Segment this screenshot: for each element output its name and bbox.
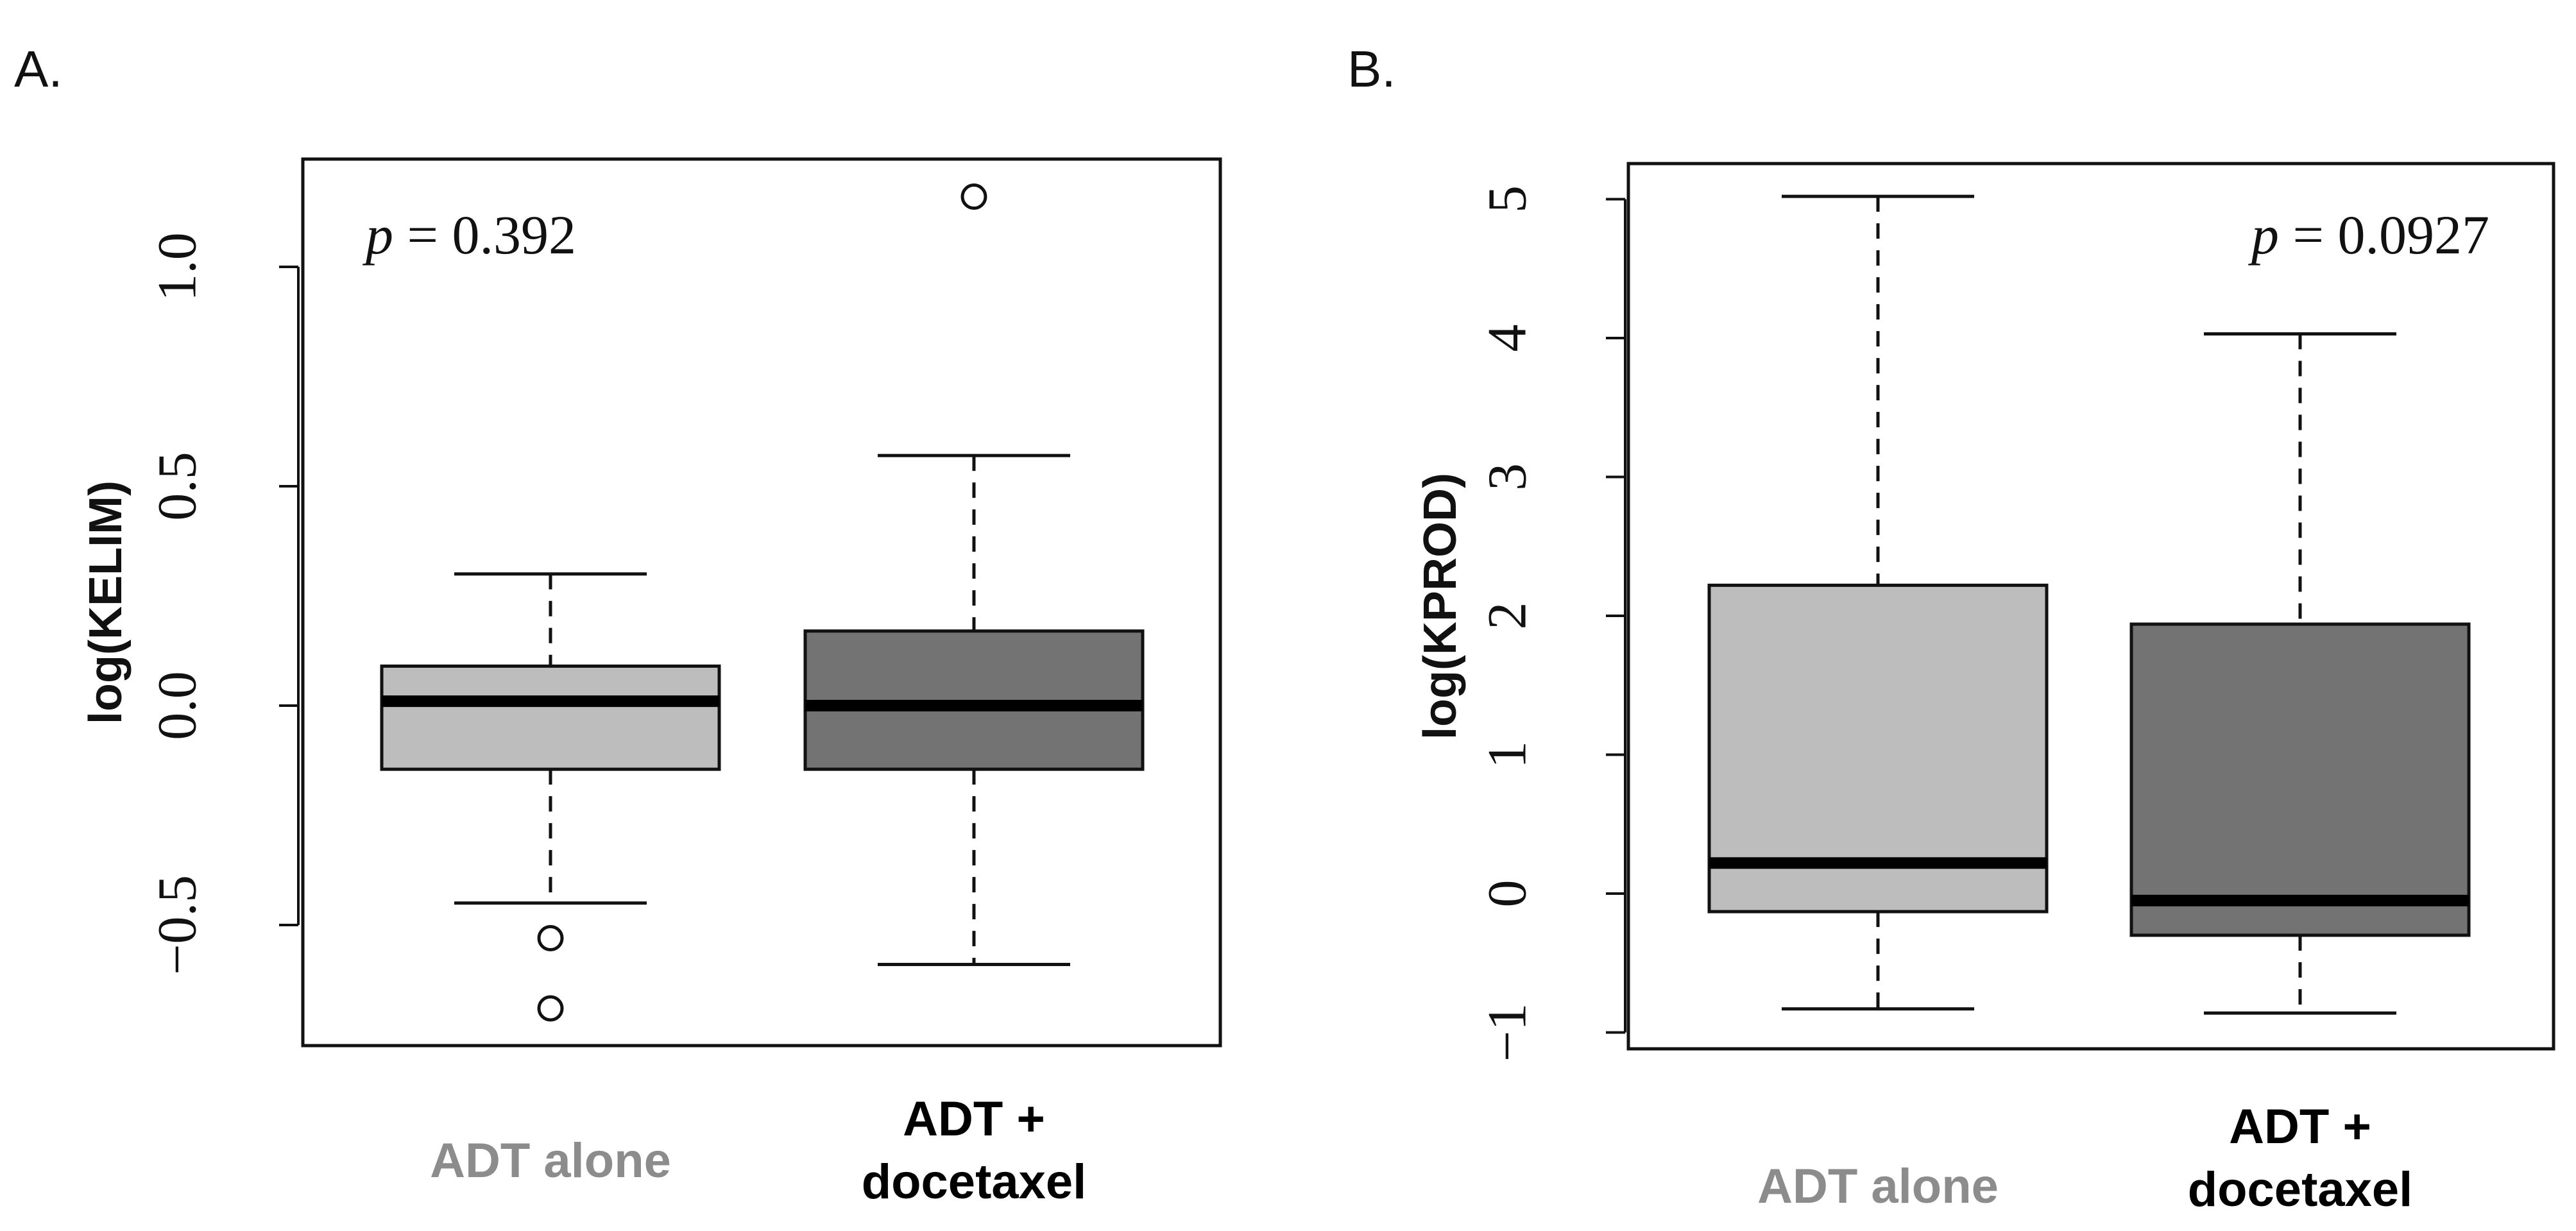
plot-frame <box>1626 162 2555 1051</box>
y-axis-label: log(KELIM) <box>80 480 132 724</box>
y-tick-label: −0.5 <box>146 875 208 975</box>
y-tick-label: 0.5 <box>146 452 208 521</box>
box-iqr <box>2129 622 2471 937</box>
p-symbol: p <box>2248 204 2293 266</box>
category-label-line1: ADT + <box>2229 1099 2371 1154</box>
y-tick-label: 0.0 <box>146 671 208 740</box>
box-adt-docetaxel <box>2129 332 2471 1015</box>
p-symbol: p <box>362 204 407 266</box>
y-tick-label: 1 <box>1476 741 1538 768</box>
box-adt-docetaxel <box>803 183 1145 967</box>
outlier-point <box>537 995 564 1022</box>
y-tick-label: 5 <box>1476 185 1538 213</box>
panel-b: B. −1 0 1 2 3 4 5 log(KPROD) p = 0.0927 ADT alone A… <box>1347 40 2555 1217</box>
p-value-annotation: p = 0.392 <box>362 204 576 266</box>
p-value: = 0.392 <box>407 204 577 266</box>
plot-frame <box>301 157 1222 1048</box>
p-value-annotation: p = 0.0927 <box>2248 204 2489 266</box>
y-axis-label: log(KPROD) <box>1415 473 1466 740</box>
p-value: = 0.0927 <box>2292 204 2489 266</box>
box-adt-alone <box>380 572 721 1022</box>
category-label-line2: docetaxel <box>862 1155 1087 1209</box>
y-tick-label: 1.0 <box>146 232 208 301</box>
panel-a: A. −0.5 0.0 0.5 1.0 log(KELIM) p = 0.392 ADT al… <box>14 40 1222 1209</box>
category-label: ADT alone <box>1757 1159 1999 1214</box>
outlier-point <box>537 925 564 952</box>
box-adt-alone <box>1707 194 2049 1011</box>
panel-letter: A. <box>14 40 63 98</box>
box-iqr <box>1707 583 2049 913</box>
category-label-line1: ADT + <box>903 1092 1045 1146</box>
category-label: ADT alone <box>430 1133 671 1188</box>
category-label-line2: docetaxel <box>2188 1162 2413 1217</box>
y-tick-label: 3 <box>1476 463 1538 491</box>
y-tick-label: 0 <box>1476 880 1538 908</box>
panel-letter: B. <box>1347 40 1396 98</box>
y-tick-label: −1 <box>1476 1003 1538 1062</box>
outlier-point <box>960 183 987 210</box>
y-tick-label: 2 <box>1476 602 1538 630</box>
box-iqr <box>380 664 721 771</box>
y-tick-label: 4 <box>1476 325 1538 352</box>
